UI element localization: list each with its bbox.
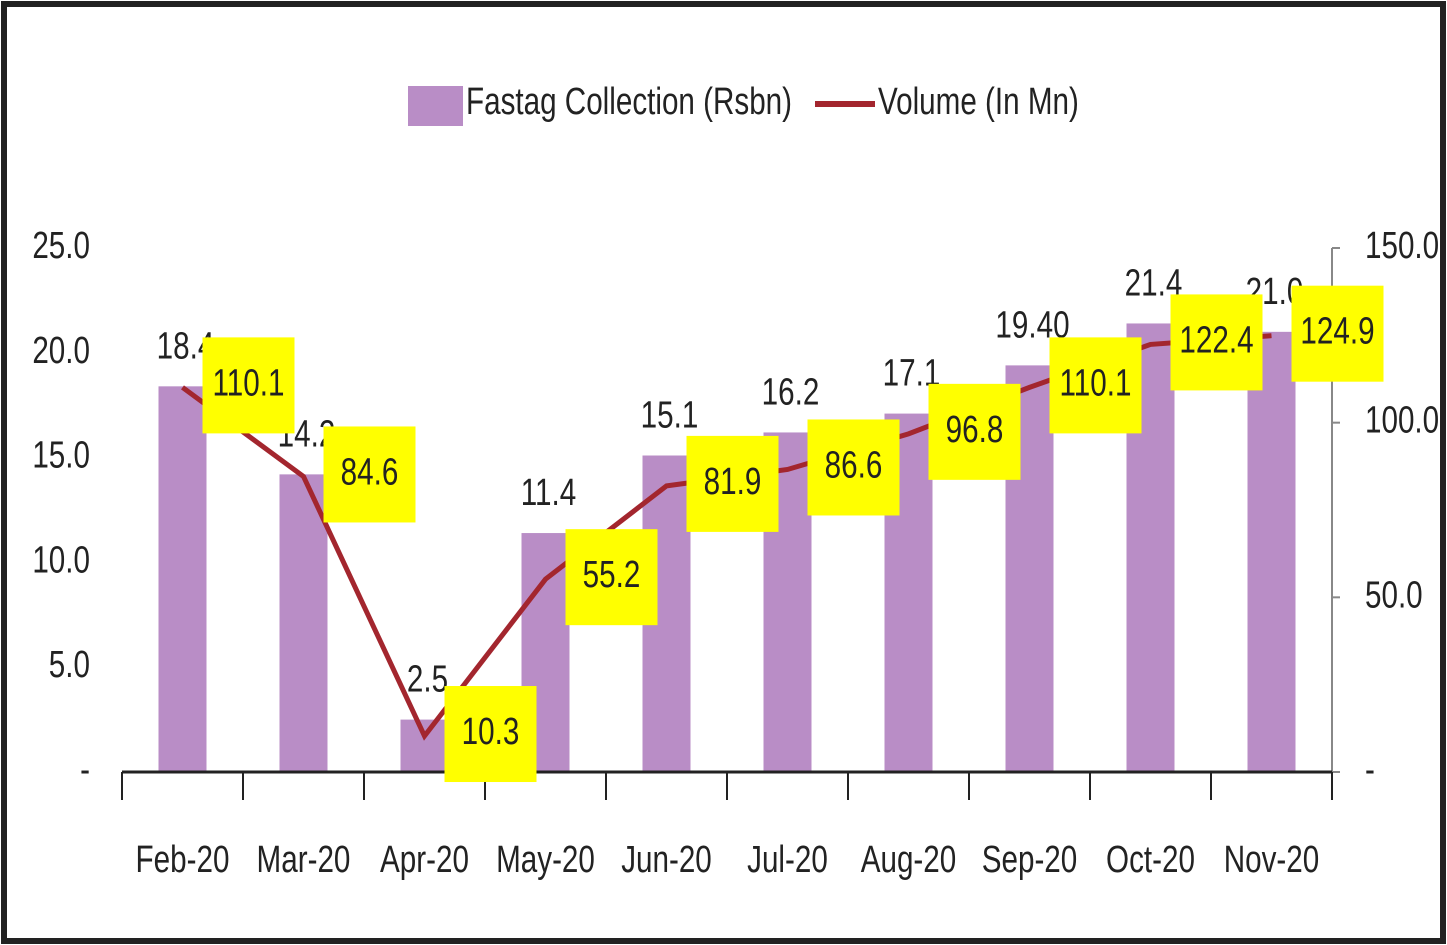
x-tick-label: Sep-20 [982, 839, 1078, 881]
y-tick-label: 25.0 [32, 225, 90, 267]
x-tick-label: Apr-20 [380, 839, 469, 881]
bar-label: 11.4 [521, 472, 576, 514]
y2-tick-label: - [1365, 749, 1375, 791]
line-label: 110.1 [213, 362, 285, 404]
bar [1247, 331, 1296, 772]
y-tick-label: 20.0 [32, 329, 90, 371]
x-tick-label: Oct-20 [1106, 839, 1195, 881]
line-label: 84.6 [341, 451, 399, 493]
bar-label: 15.1 [641, 394, 699, 436]
bar [279, 474, 328, 772]
line-label-box [807, 419, 900, 516]
x-tick-label: Nov-20 [1224, 839, 1320, 881]
bar-label: 2.5 [407, 658, 448, 700]
line-label-box [323, 426, 416, 523]
line-label: 122.4 [1179, 319, 1253, 361]
y-tick-label: - [80, 749, 90, 791]
x-tick-label: Feb-20 [136, 839, 230, 881]
line-label-box [1049, 337, 1142, 434]
y-tick-label: 10.0 [32, 539, 90, 581]
line-label-box [1291, 285, 1384, 382]
line-label: 86.6 [825, 444, 883, 486]
legend-swatch [408, 86, 463, 126]
line-label: 124.9 [1300, 310, 1374, 352]
x-tick-label: Mar-20 [257, 839, 351, 881]
line-label-box [202, 337, 295, 434]
bar-label: 16.2 [762, 371, 820, 413]
x-tick-label: May-20 [496, 839, 595, 881]
bar [158, 386, 207, 772]
x-tick-label: Aug-20 [861, 839, 957, 881]
bar [400, 719, 449, 772]
line-label-box [444, 686, 537, 783]
legend-label: Fastag Collection (Rsbn) [466, 81, 792, 123]
y-tick-label: 5.0 [49, 644, 90, 686]
y2-tick-label: 100.0 [1365, 399, 1439, 441]
line-label-box [1170, 294, 1263, 391]
line-label: 55.2 [583, 554, 641, 596]
y-tick-label: 15.0 [32, 434, 90, 476]
line-label: 96.8 [946, 408, 1004, 450]
line-label: 81.9 [704, 460, 762, 502]
line-label-box [565, 529, 658, 626]
x-tick-label: Jun-20 [621, 839, 712, 881]
line-label: 110.1 [1060, 362, 1132, 404]
line-label: 10.3 [462, 711, 520, 753]
y2-tick-label: 150.0 [1365, 225, 1439, 267]
y2-tick-label: 50.0 [1365, 574, 1423, 616]
legend-label: Volume (In Mn) [878, 81, 1079, 123]
x-tick-label: Jul-20 [747, 839, 828, 881]
line-label-box [686, 435, 779, 532]
line-label-box [928, 383, 1021, 480]
